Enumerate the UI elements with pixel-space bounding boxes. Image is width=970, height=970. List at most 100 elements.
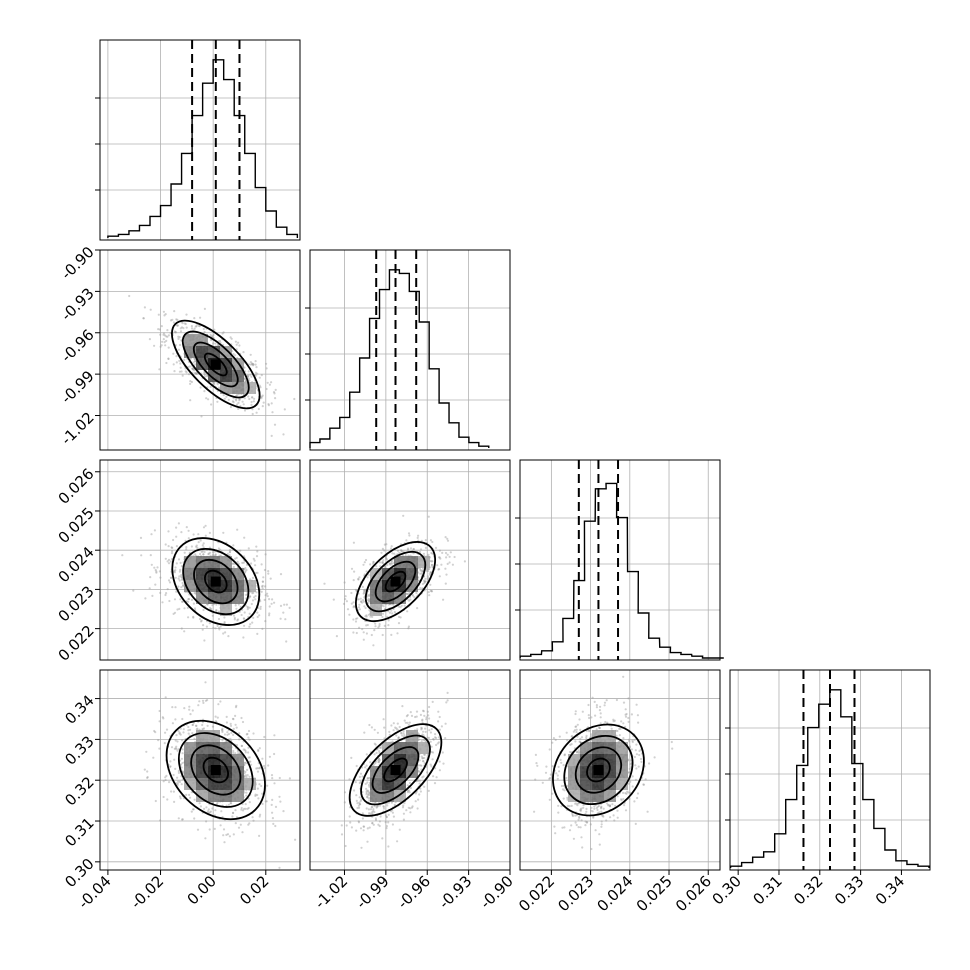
scatter-point: [438, 760, 441, 763]
scatter-point: [229, 722, 232, 726]
scatter-point: [199, 539, 202, 542]
scatter-point: [232, 352, 235, 356]
scatter-point: [242, 617, 245, 620]
scatter-point: [208, 828, 211, 831]
scatter-point: [359, 799, 362, 803]
scatter-point: [382, 559, 385, 562]
scatter-point: [438, 568, 441, 571]
scatter-point: [200, 620, 203, 623]
scatter-point: [170, 546, 173, 549]
scatter-point: [152, 756, 155, 759]
scatter-point: [202, 553, 205, 556]
scatter-point: [193, 358, 196, 361]
scatter-point: [377, 761, 380, 764]
scatter-point: [180, 763, 183, 766]
scatter-point: [444, 551, 448, 555]
scatter-point: [166, 335, 169, 338]
scatter-point: [386, 563, 389, 567]
scatter-point: [342, 602, 346, 606]
scatter-point: [168, 581, 172, 584]
scatter-point: [389, 563, 392, 566]
scatter-point: [178, 370, 181, 373]
scatter-point: [139, 536, 143, 540]
scatter-point: [236, 403, 239, 406]
scatter-point: [209, 385, 212, 388]
scatter-point: [366, 789, 369, 792]
scatter-point: [448, 561, 451, 564]
scatter-point: [446, 553, 449, 556]
scatter-point: [570, 743, 573, 746]
scatter-point: [190, 325, 193, 328]
contour-level-2: [193, 558, 239, 605]
density-cell: [196, 754, 208, 766]
scatter-point: [195, 728, 198, 731]
scatter-point: [209, 606, 212, 610]
scatter-point: [187, 373, 191, 376]
scatter-point: [192, 602, 195, 605]
scatter-point: [268, 612, 271, 615]
scatter-point: [421, 776, 424, 779]
scatter-point: [426, 575, 429, 578]
scatter-point: [266, 381, 269, 384]
scatter-point: [437, 736, 441, 739]
scatter-point: [429, 731, 432, 734]
scatter-point: [344, 595, 347, 598]
scatter-point: [369, 563, 372, 566]
scatter-point: [268, 605, 271, 608]
scatter-point: [226, 833, 230, 836]
scatter-point: [190, 380, 193, 384]
scatter-point: [431, 565, 434, 568]
scatter-point: [202, 608, 205, 612]
scatter-point: [382, 805, 385, 808]
scatter-point: [211, 725, 215, 728]
scatter-point: [251, 362, 254, 365]
scatter-point: [159, 333, 162, 336]
scatter-point: [385, 825, 388, 828]
scatter-point: [385, 558, 388, 561]
scatter-point: [361, 599, 365, 602]
scatter-point: [402, 730, 405, 733]
scatter-point: [419, 779, 422, 782]
scatter-point: [388, 730, 391, 734]
scatter-point: [217, 610, 221, 613]
scatter-point: [425, 569, 429, 573]
scatter-panel-2-0: [99, 459, 301, 661]
scatter-point: [212, 342, 215, 345]
scatter-point: [421, 733, 424, 736]
scatter-point: [185, 313, 188, 316]
scatter-point: [575, 750, 579, 754]
density-cell: [196, 766, 208, 778]
scatter-point: [232, 833, 235, 836]
scatter-point: [174, 331, 177, 334]
scatter-point: [170, 552, 174, 555]
scatter-point: [245, 794, 248, 797]
scatter-point: [187, 600, 190, 603]
scatter-point: [424, 727, 427, 730]
scatter-point: [372, 809, 375, 813]
scatter-point: [258, 747, 261, 750]
scatter-point: [251, 408, 254, 411]
scatter-point: [377, 757, 380, 760]
scatter-point: [421, 570, 424, 573]
scatter-point: [388, 733, 391, 736]
scatter-point: [174, 747, 177, 750]
scatter-point: [408, 721, 411, 724]
scatter-point: [256, 372, 259, 375]
scatter-point: [175, 590, 178, 593]
scatter-point: [430, 564, 433, 567]
scatter-point: [381, 615, 384, 619]
scatter-point: [195, 325, 198, 328]
scatter-point: [365, 615, 368, 618]
scatter-point: [253, 559, 256, 562]
scatter-point: [391, 552, 394, 555]
scatter-point: [365, 753, 368, 756]
scatter-point: [628, 767, 631, 771]
scatter-point: [271, 411, 274, 414]
scatter-point: [382, 807, 386, 810]
scatter-point: [406, 714, 409, 717]
scatter-point: [352, 541, 355, 544]
scatter-point: [180, 757, 183, 760]
scatter-point: [201, 699, 205, 702]
scatter-point: [359, 827, 363, 830]
scatter-point: [240, 744, 243, 748]
